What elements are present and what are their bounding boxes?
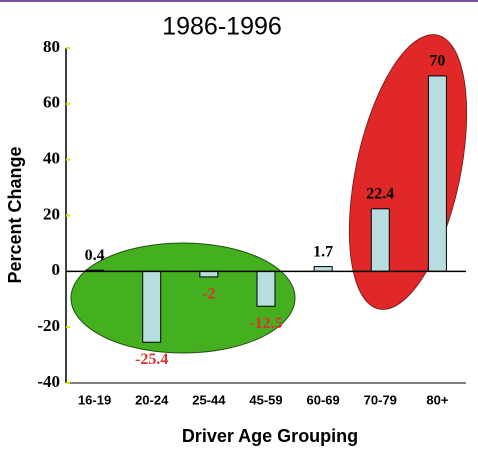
x-tick-label: 20-24 [135,392,169,407]
value-label: 1.7 [313,243,333,260]
value-label: 0.4 [85,247,105,264]
value-label: -12.5 [249,315,282,332]
x-tick-label: 80+ [426,392,448,407]
value-label: -25.4 [135,351,168,368]
bar [142,270,162,343]
chart-title: 1986-1996 [162,13,282,41]
y-tick-label: -40 [37,372,60,391]
y-tick-label: 80 [43,37,60,56]
value-label: 70 [429,53,445,70]
x-tick-label: 16-19 [78,392,111,407]
x-tick-label: 25-44 [192,392,226,407]
y-tick-label: 20 [43,204,60,223]
y-tick-label: -20 [37,316,60,335]
bar [427,75,447,272]
bar [256,270,276,307]
x-axis-title: Driver Age Grouping [182,426,358,446]
value-label: 22.4 [366,185,394,202]
highlight-ellipse [70,242,296,354]
x-tick-label: 45-59 [249,392,282,407]
y-tick-label: 0 [52,260,61,279]
highlight-ellipse [348,34,468,310]
y-tick-label: 60 [43,93,60,112]
y-tick-label: 40 [43,149,60,168]
x-tick-label: 70-79 [364,392,397,407]
bar [199,270,219,278]
x-tick-label: 60-69 [307,392,340,407]
bar [370,208,390,272]
value-label: -2 [202,286,215,303]
y-axis-title: Percent Change [5,146,25,283]
